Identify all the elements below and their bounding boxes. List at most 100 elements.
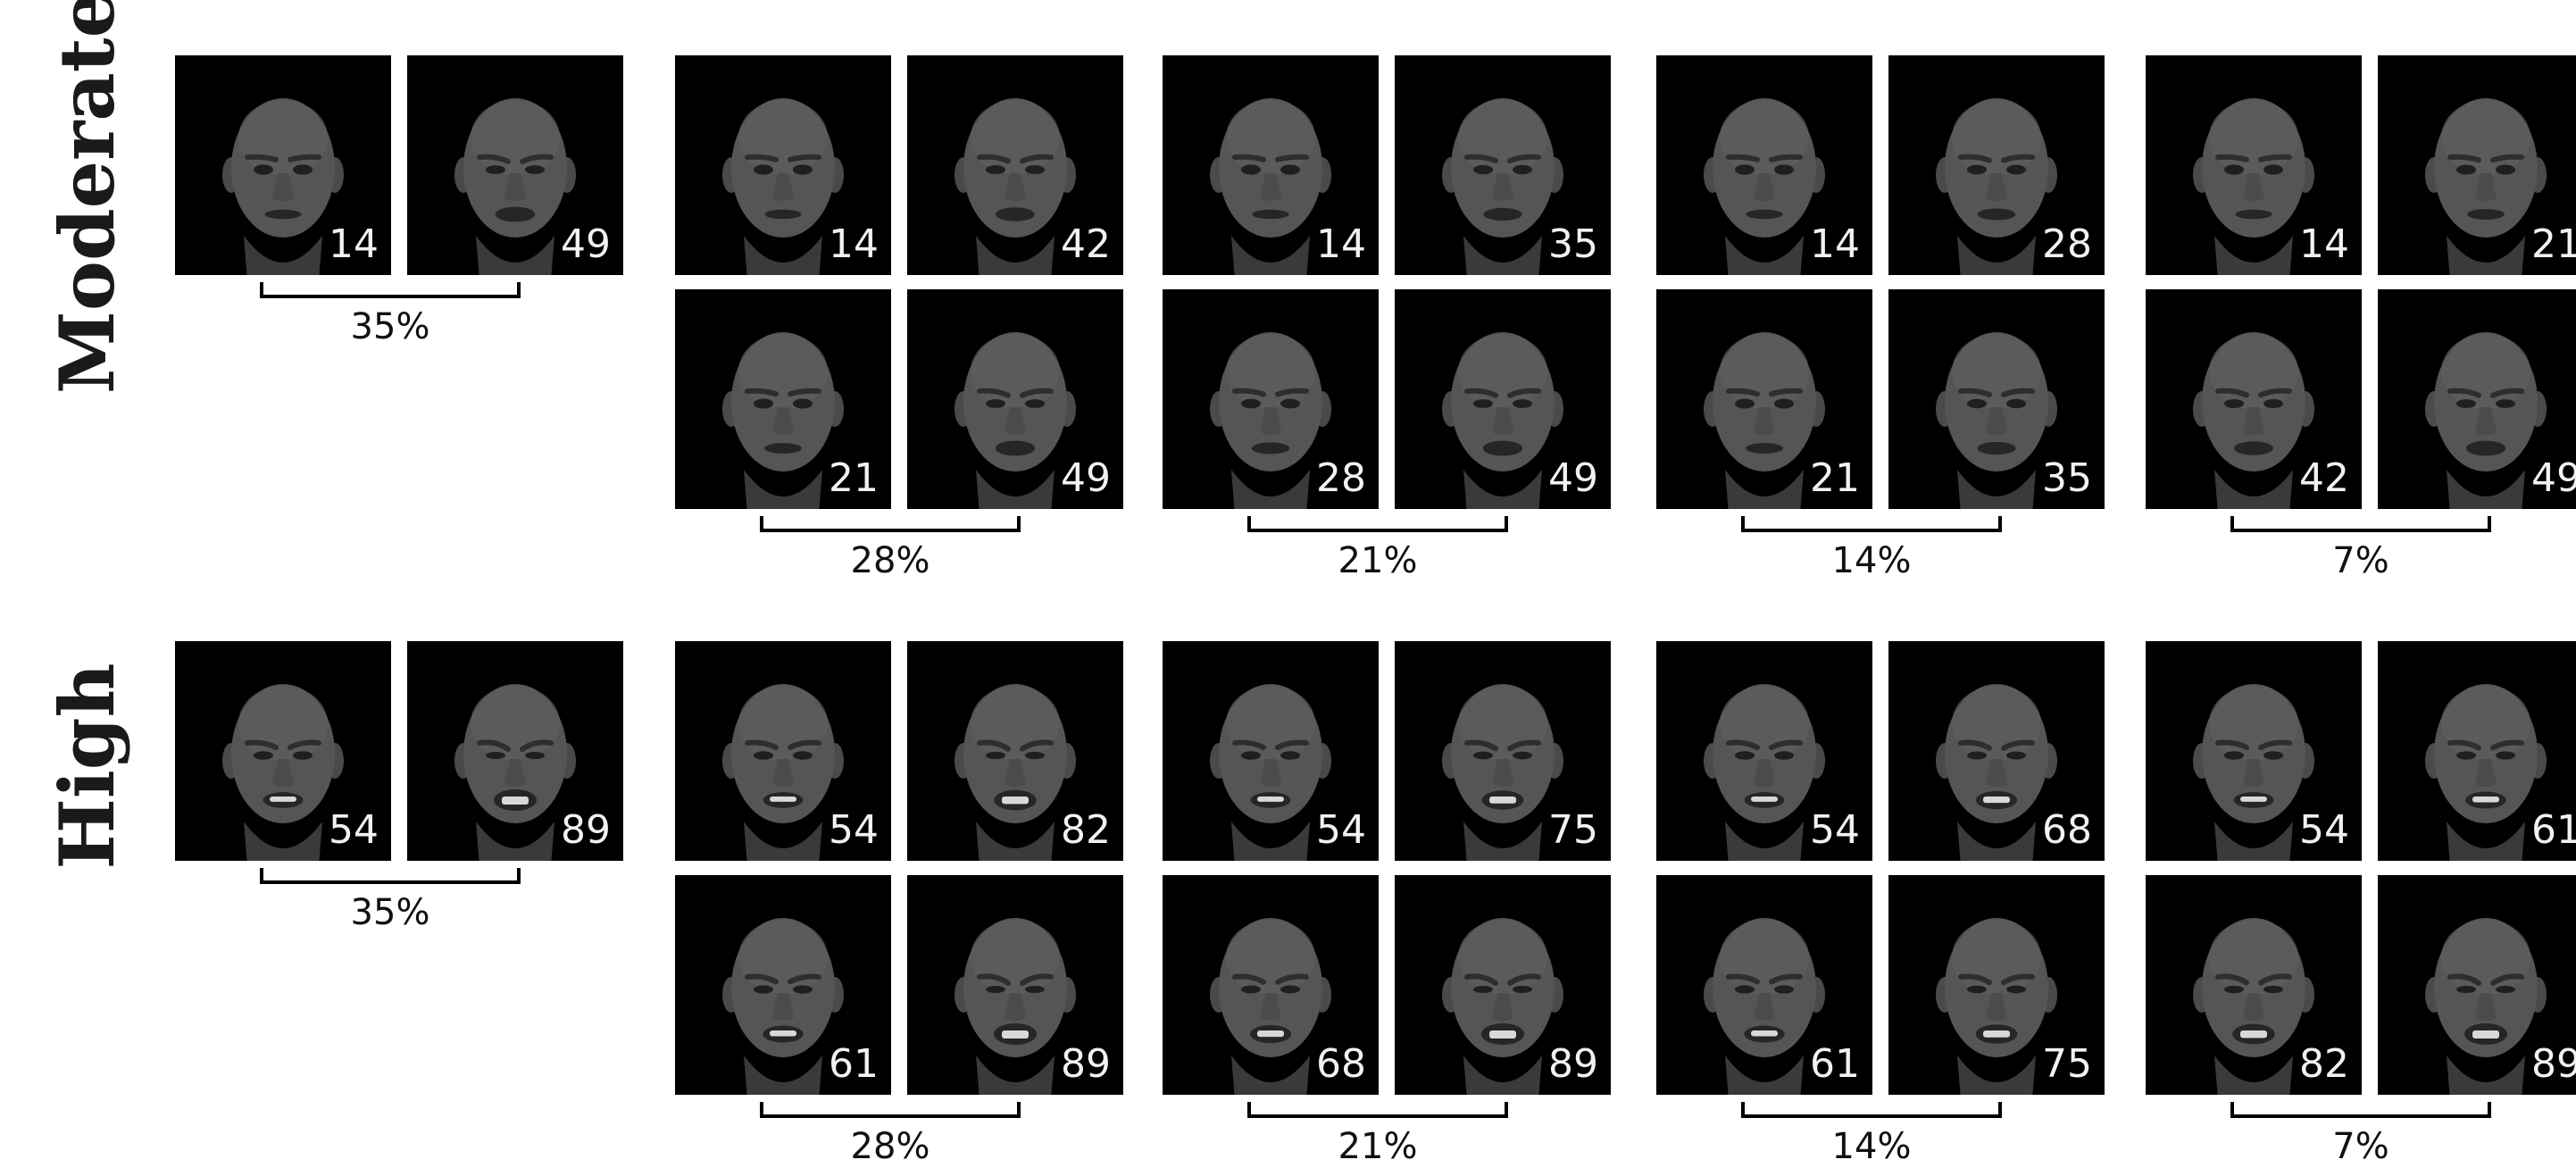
comparison-bracket <box>1247 516 1508 532</box>
morph-level-label: 89 <box>2531 1041 2576 1087</box>
face-icon <box>1210 684 1331 861</box>
comparison-bracket <box>760 1102 1021 1118</box>
face-image: 82 <box>907 641 1123 861</box>
difference-percent-label: 28% <box>850 1126 930 1167</box>
morph-level-label: 54 <box>2299 807 2349 853</box>
morph-level-label: 61 <box>1810 1041 1860 1087</box>
face-image: 49 <box>1395 289 1611 509</box>
face-icon <box>722 332 844 509</box>
face-image: 35 <box>1888 289 2105 509</box>
row-label-moderate: Moderate <box>43 0 131 395</box>
face-icon <box>2193 98 2314 275</box>
morph-level-label: 75 <box>2042 1041 2092 1087</box>
face-image: 14 <box>675 55 891 275</box>
face-icon <box>2193 684 2314 861</box>
face-image: 21 <box>675 289 891 509</box>
morph-level-label: 35 <box>1548 221 1598 267</box>
face-image: 14 <box>175 55 391 275</box>
morph-level-label: 54 <box>1810 807 1860 853</box>
difference-percent-label: 35% <box>350 306 430 347</box>
face-icon <box>722 98 844 275</box>
morph-level-label: 14 <box>829 221 879 267</box>
face-image: 28 <box>1888 55 2105 275</box>
morph-level-label: 89 <box>1061 1041 1111 1087</box>
face-icon <box>2425 332 2547 509</box>
face-icon <box>222 98 344 275</box>
face-icon <box>222 684 344 861</box>
morph-level-label: 68 <box>1316 1041 1366 1087</box>
face-icon <box>1210 98 1331 275</box>
comparison-bracket <box>760 516 1021 532</box>
face-icon <box>955 332 1076 509</box>
morph-level-label: 49 <box>561 221 611 267</box>
face-image: 68 <box>1888 641 2105 861</box>
face-icon <box>454 684 576 861</box>
face-image: 54 <box>675 641 891 861</box>
comparison-bracket <box>1741 516 2002 532</box>
morph-level-label: 28 <box>2042 221 2092 267</box>
face-icon <box>1442 98 1563 275</box>
difference-percent-label: 28% <box>850 540 930 581</box>
face-image: 61 <box>1656 875 1872 1095</box>
morph-level-label: 21 <box>829 455 879 501</box>
face-image: 42 <box>2146 289 2362 509</box>
face-icon <box>2425 98 2547 275</box>
face-icon <box>1442 918 1563 1095</box>
morph-level-label: 75 <box>1548 807 1598 853</box>
face-icon <box>2425 684 2547 861</box>
face-icon <box>1704 918 1825 1095</box>
morph-level-label: 35 <box>2042 455 2092 501</box>
comparison-bracket <box>2230 1102 2491 1118</box>
face-image: 61 <box>2378 641 2576 861</box>
face-icon <box>1936 918 2057 1095</box>
face-image: 54 <box>1656 641 1872 861</box>
face-icon <box>2193 332 2314 509</box>
morph-level-label: 54 <box>329 807 379 853</box>
face-icon <box>722 918 844 1095</box>
morph-level-label: 14 <box>2299 221 2349 267</box>
morph-level-label: 14 <box>1810 221 1860 267</box>
face-image: 75 <box>1888 875 2105 1095</box>
difference-percent-label: 14% <box>1831 540 1912 581</box>
face-image: 68 <box>1163 875 1379 1095</box>
face-image: 21 <box>2378 55 2576 275</box>
morph-level-label: 61 <box>2531 807 2576 853</box>
face-icon <box>454 98 576 275</box>
face-icon <box>1442 684 1563 861</box>
face-image: 89 <box>2378 875 2576 1095</box>
face-icon <box>1704 684 1825 861</box>
face-icon <box>1210 332 1331 509</box>
morph-level-label: 28 <box>1316 455 1366 501</box>
face-image: 49 <box>907 289 1123 509</box>
face-icon <box>1936 332 2057 509</box>
face-image: 54 <box>2146 641 2362 861</box>
face-image: 49 <box>407 55 623 275</box>
morph-level-label: 89 <box>561 807 611 853</box>
morph-level-label: 82 <box>2299 1041 2349 1087</box>
face-icon <box>1704 98 1825 275</box>
face-icon <box>2193 918 2314 1095</box>
face-icon <box>1442 332 1563 509</box>
morph-level-label: 42 <box>2299 455 2349 501</box>
difference-percent-label: 21% <box>1338 1126 1418 1167</box>
face-icon <box>955 918 1076 1095</box>
face-image: 42 <box>907 55 1123 275</box>
face-image: 89 <box>407 641 623 861</box>
face-icon <box>1210 918 1331 1095</box>
morph-level-label: 89 <box>1548 1041 1598 1087</box>
morph-level-label: 54 <box>829 807 879 853</box>
face-image: 75 <box>1395 641 1611 861</box>
morph-level-label: 21 <box>2531 221 2576 267</box>
face-image: 89 <box>907 875 1123 1095</box>
face-icon <box>722 684 844 861</box>
difference-percent-label: 21% <box>1338 540 1418 581</box>
face-icon <box>955 684 1076 861</box>
difference-percent-label: 35% <box>350 892 430 933</box>
morph-level-label: 49 <box>2531 455 2576 501</box>
face-icon <box>1704 332 1825 509</box>
face-image: 21 <box>1656 289 1872 509</box>
face-icon <box>2425 918 2547 1095</box>
comparison-bracket <box>260 868 521 884</box>
face-image: 54 <box>175 641 391 861</box>
face-image: 28 <box>1163 289 1379 509</box>
